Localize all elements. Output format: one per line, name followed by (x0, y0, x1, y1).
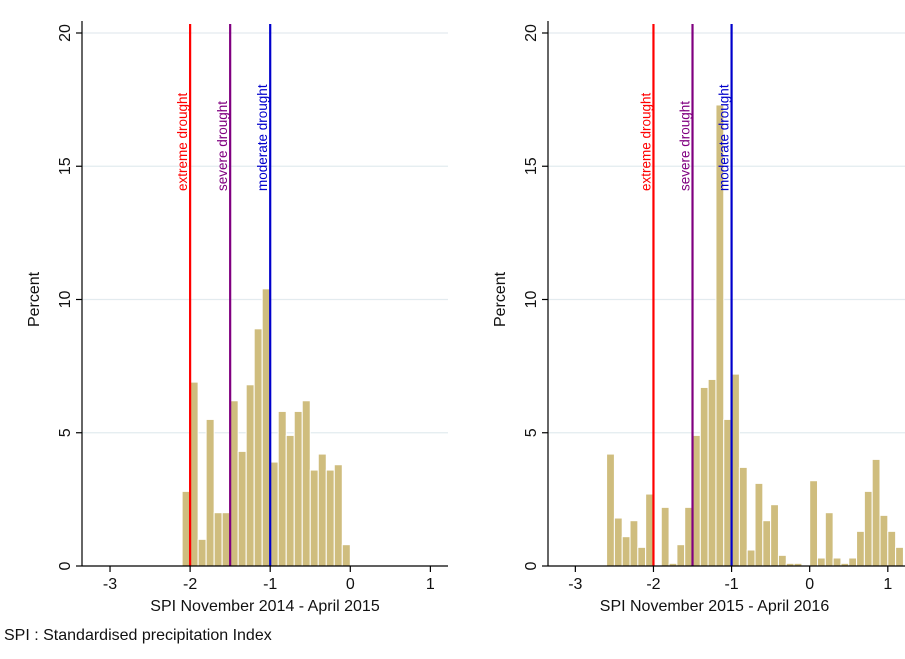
histogram-bar (723, 418, 733, 567)
histogram-bar (707, 378, 717, 567)
histogram-bar (770, 504, 779, 567)
y-tick-label: 0 (57, 561, 74, 570)
reference-line-label: extreme drought (175, 92, 190, 191)
y-tick-label: 10 (57, 290, 74, 308)
x-tick-label: 1 (883, 576, 892, 593)
histogram-panel-2014-2015: extreme drought severe drought moderate dr… (26, 21, 448, 615)
histogram-bar (863, 490, 873, 567)
x-tick-label: -3 (103, 576, 117, 593)
x-tick-label: -3 (568, 576, 582, 593)
histogram-bar (738, 466, 748, 567)
y-tick-label: 20 (523, 24, 540, 42)
histogram-bar (261, 288, 271, 567)
histogram-bar (606, 453, 615, 567)
y-axis-title: Percent (492, 271, 509, 327)
histogram-bar (809, 480, 819, 567)
footnote: SPI : Standardised precipitation Index (4, 627, 272, 644)
y-axis-title: Percent (26, 271, 43, 327)
histogram-bar (301, 400, 311, 567)
histogram-bar (824, 512, 834, 567)
y-tick-label: 0 (523, 561, 540, 570)
reference-line-label: moderate drought (717, 84, 732, 191)
histogram-bar (213, 512, 223, 567)
histogram-bar (692, 434, 701, 567)
histogram-bar (629, 520, 639, 567)
y-tick-label: 5 (523, 428, 540, 437)
histogram-bar (832, 557, 842, 567)
histogram-bar (895, 546, 904, 567)
histogram-bar (637, 546, 647, 567)
histogram-bar (181, 490, 191, 567)
histogram-bar (341, 544, 351, 567)
histogram-bar (879, 514, 889, 567)
histogram-bar (253, 328, 263, 567)
reference-line-label: extreme drought (638, 92, 653, 191)
histogram-bar (229, 400, 239, 567)
histogram-bar (309, 469, 319, 567)
reference-line-label: severe drought (678, 101, 693, 191)
histogram-bar (333, 464, 343, 567)
histogram-bar (699, 386, 709, 567)
histogram-bar (189, 381, 199, 567)
histogram-bar (197, 538, 207, 567)
histogram-bar (285, 434, 295, 567)
histogram-panel-2015-2016: extreme drought severe drought moderate dr… (492, 21, 905, 615)
histogram-bar (871, 458, 881, 567)
y-tick-label: 15 (523, 157, 540, 175)
x-tick-label: -2 (646, 576, 660, 593)
histogram-bar (613, 517, 623, 567)
histogram-bar (317, 453, 327, 567)
y-tick-label: 10 (523, 290, 540, 308)
x-tick-label: -1 (263, 576, 277, 593)
histogram-bar (293, 410, 303, 567)
x-tick-label: 0 (805, 576, 814, 593)
histogram-bar (817, 557, 826, 567)
histogram-bar (731, 373, 740, 567)
x-tick-label: 1 (426, 576, 435, 593)
histogram-bar (856, 530, 865, 567)
reference-line-label: severe drought (215, 101, 230, 191)
histogram-bar (325, 469, 335, 567)
histogram-bar (645, 493, 654, 567)
histogram-bar (245, 384, 255, 567)
y-tick-label: 20 (57, 24, 74, 42)
histogram-bar (676, 544, 686, 567)
histogram-bar (621, 536, 631, 567)
histogram-bar (269, 461, 279, 567)
histogram-bar (221, 512, 231, 567)
histogram-bar (848, 557, 858, 567)
x-tick-label: 0 (346, 576, 355, 593)
histogram-bar (887, 530, 897, 567)
histogram-bar (237, 450, 247, 567)
x-tick-label: -2 (183, 576, 197, 593)
histogram-bar (762, 520, 772, 567)
histogram-bar (746, 549, 756, 567)
x-axis-title: SPI November 2014 - April 2015 (150, 598, 380, 615)
histogram-bar (754, 482, 764, 567)
reference-line-label: moderate drought (255, 84, 270, 191)
histogram-bar (684, 506, 694, 567)
y-tick-label: 5 (57, 428, 74, 437)
histogram-bar (205, 418, 215, 567)
x-tick-label: -1 (724, 576, 738, 593)
histogram-bar (777, 554, 787, 567)
histogram-bar (277, 410, 287, 567)
histogram-bar (660, 506, 670, 567)
y-tick-label: 15 (57, 157, 74, 175)
x-axis-title: SPI November 2015 - April 2016 (600, 598, 830, 615)
